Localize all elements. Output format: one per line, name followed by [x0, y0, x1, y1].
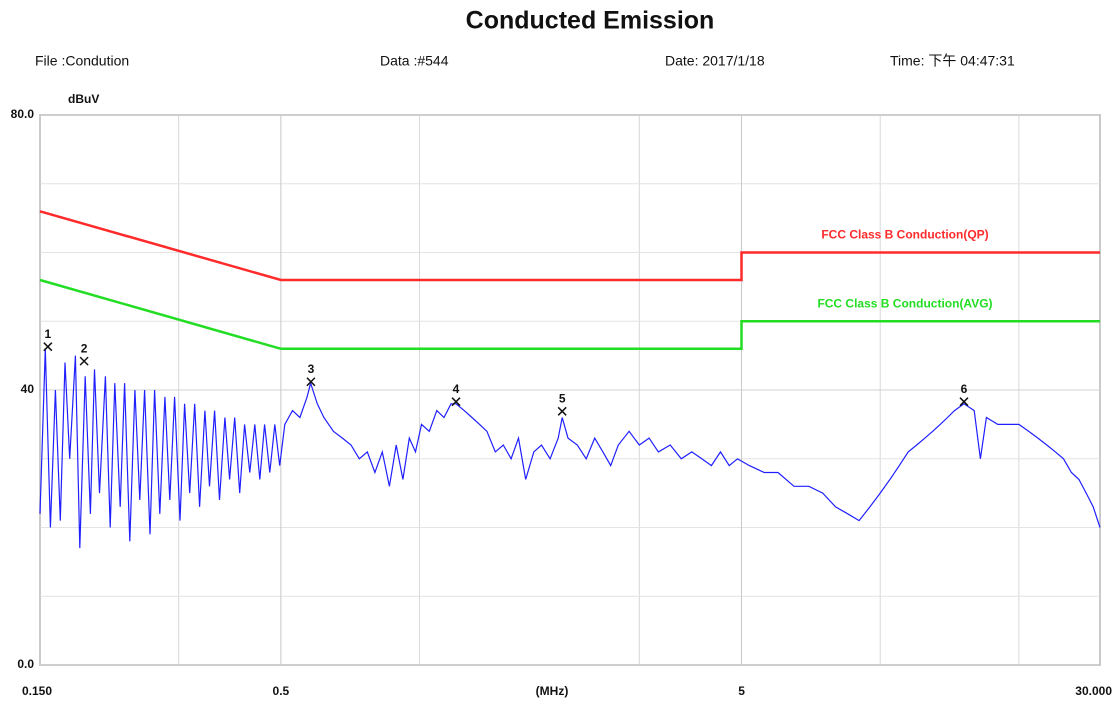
header-file: File :Condution [35, 53, 129, 69]
x-tick-label: 30.000 [1075, 684, 1112, 698]
y-tick-label: 0.0 [17, 657, 34, 671]
y-unit: dBuV [68, 92, 99, 106]
marker-label: 4 [453, 382, 460, 396]
marker-label: 3 [308, 362, 315, 376]
header-data: Data :#544 [380, 53, 449, 69]
marker-label: 6 [961, 382, 968, 396]
chart-title: Conducted Emission [466, 7, 715, 35]
legend-label: FCC Class B Conduction(QP) [821, 228, 988, 242]
x-unit: (MHz) [536, 684, 569, 698]
marker [306, 377, 316, 387]
series-line [39, 348, 1101, 549]
series-line [39, 278, 1100, 351]
marker [451, 397, 461, 407]
header-time: Time: 下午 04:47:31 [890, 53, 1015, 69]
y-tick-label: 80.0 [11, 107, 35, 121]
series-line [39, 210, 1100, 282]
header-date: Date: 2017/1/18 [665, 53, 765, 69]
legend-label: FCC Class B Conduction(AVG) [817, 296, 992, 310]
marker [79, 356, 89, 366]
marker [43, 342, 53, 352]
marker-label: 2 [81, 341, 88, 355]
marker-label: 1 [45, 327, 52, 341]
x-tick-label: 0.5 [273, 684, 290, 698]
x-tick-label: 0.150 [22, 684, 52, 698]
y-tick-label: 40 [21, 382, 35, 396]
marker [959, 397, 969, 407]
x-tick-label: 5 [738, 684, 745, 698]
marker-label: 5 [559, 391, 566, 405]
marker [557, 406, 567, 416]
